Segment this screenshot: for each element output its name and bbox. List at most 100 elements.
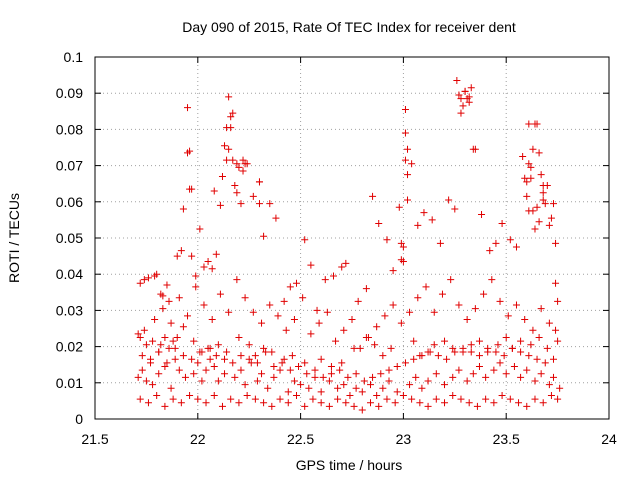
data-point [223,124,231,132]
data-point [208,315,216,323]
data-point [508,344,516,352]
data-point [529,145,537,153]
data-point [358,388,366,396]
data-point [241,160,249,168]
axis-ticks [94,56,610,420]
x-tick-labels: 21.5 22 22.5 23 23.5 24 [81,431,617,447]
data-point [286,366,294,374]
data-point [243,391,251,399]
data-point [241,381,249,389]
data-point [198,348,206,356]
data-point [155,370,163,378]
data-point [179,205,187,213]
data-point [276,395,284,403]
data-point [167,384,175,392]
data-point [237,366,245,374]
data-point [475,352,483,360]
data-point [397,319,405,327]
data-point [225,93,233,101]
data-point [545,381,553,389]
data-point [521,174,529,182]
data-point [475,337,483,345]
data-point [369,373,377,381]
data-point [393,388,401,396]
data-point [157,341,165,349]
data-point [369,192,377,200]
data-point [149,381,157,389]
data-point [138,352,146,360]
data-point [260,232,268,240]
data-point [549,200,557,208]
data-point [247,359,255,367]
data-point [539,196,547,204]
data-point [348,315,356,323]
data-point [241,294,249,302]
data-point [323,308,331,316]
data-point [186,391,194,399]
data-point [167,319,175,327]
data-point [249,192,257,200]
data-point [147,355,155,363]
data-point [317,355,325,363]
data-point [286,283,294,291]
data-point [502,334,510,342]
data-point [451,348,459,356]
data-point [159,292,167,300]
data-point [410,337,418,345]
data-point [482,395,490,403]
data-point [451,205,459,213]
data-point [554,337,562,345]
data-point [218,172,226,180]
data-point [173,334,181,342]
data-point [229,359,237,367]
data-point [307,261,315,269]
data-point [221,355,229,363]
data-point [408,395,416,403]
data-point [543,344,551,352]
data-point [549,373,557,381]
data-point [142,377,150,385]
data-point [541,200,549,208]
data-point [418,384,426,392]
data-point [216,290,224,298]
data-point [144,274,152,282]
data-point [235,399,243,407]
data-point [473,402,481,410]
x-tick-label: 24 [601,431,617,447]
data-point [136,395,144,403]
data-point [523,192,531,200]
data-point [416,399,424,407]
data-point [301,402,309,410]
data-point [401,359,409,367]
data-point [529,326,537,334]
data-point [537,370,545,378]
data-point [523,402,531,410]
data-point [367,399,375,407]
data-point [237,352,245,360]
data-point [552,326,560,334]
data-point [340,326,348,334]
y-tick-label: 0.07 [56,158,83,174]
data-point [531,395,539,403]
x-tick-label: 22.5 [287,431,314,447]
data-point [274,312,282,320]
data-point [210,363,218,371]
data-point [144,399,152,407]
data-point [303,370,311,378]
data-point [537,305,545,313]
data-point [549,355,557,363]
data-point [214,377,222,385]
data-point [173,252,181,260]
data-point [500,352,508,360]
data-point [375,220,383,228]
data-point [292,391,300,399]
data-point [270,373,278,381]
data-point [453,77,461,85]
data-point [393,363,401,371]
data-point [430,308,438,316]
data-point [556,384,564,392]
data-point [525,160,533,168]
data-point [325,377,333,385]
data-point [367,381,375,389]
